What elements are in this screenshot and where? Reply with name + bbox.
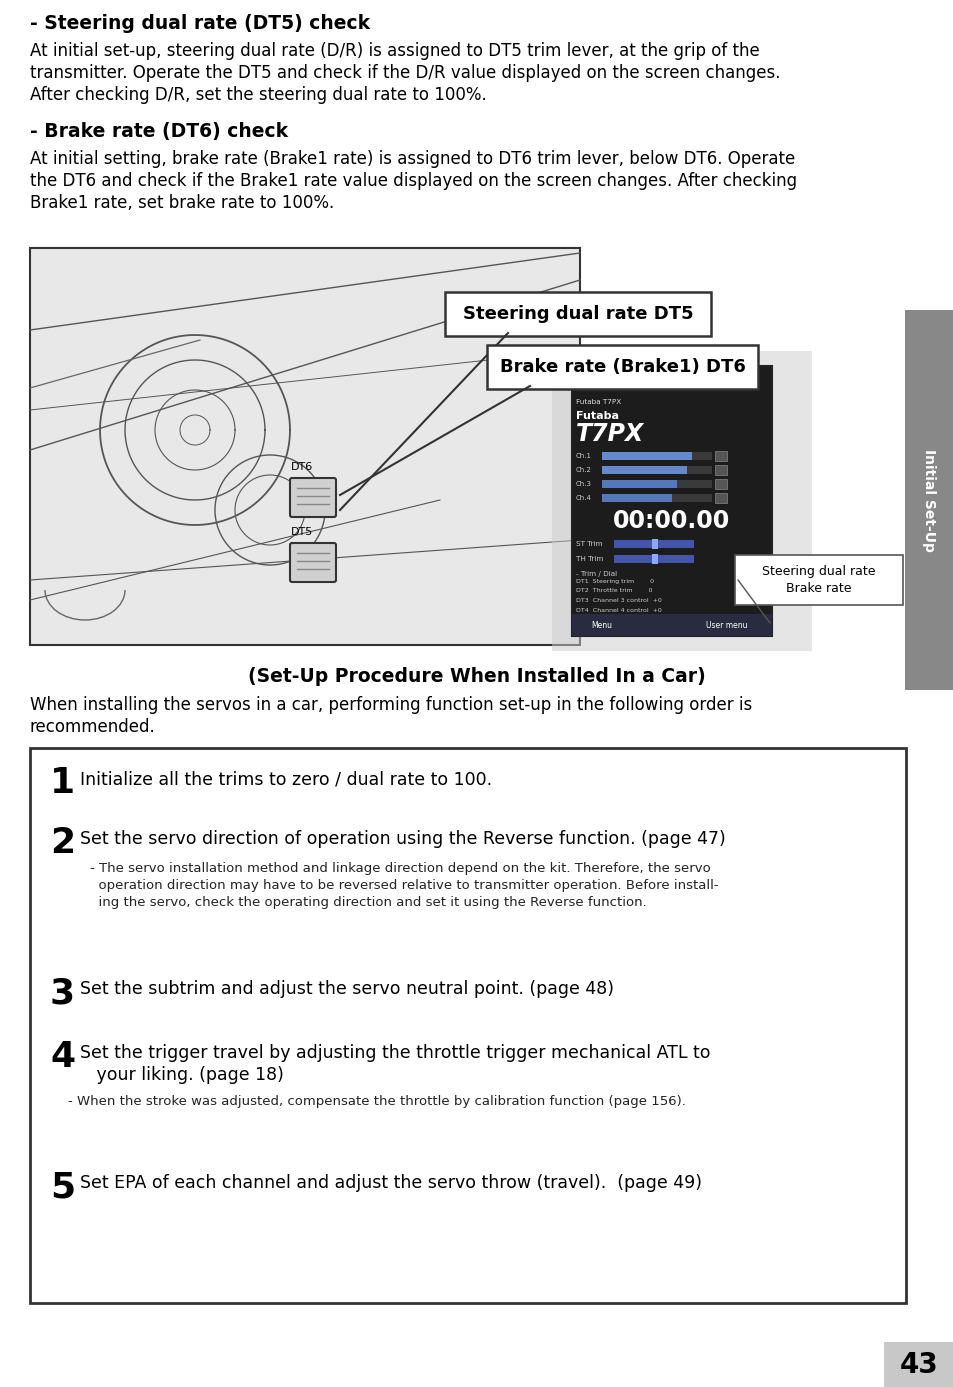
Text: User menu: User menu bbox=[705, 620, 747, 630]
FancyBboxPatch shape bbox=[486, 345, 758, 388]
FancyBboxPatch shape bbox=[30, 248, 579, 645]
Text: (Set-Up Procedure When Installed In a Car): (Set-Up Procedure When Installed In a Ca… bbox=[248, 667, 705, 687]
FancyBboxPatch shape bbox=[601, 494, 671, 502]
Text: When installing the servos in a car, performing function set-up in the following: When installing the servos in a car, per… bbox=[30, 696, 752, 714]
FancyBboxPatch shape bbox=[714, 451, 726, 460]
Text: Steering dual rate DT5: Steering dual rate DT5 bbox=[462, 305, 693, 323]
FancyBboxPatch shape bbox=[601, 480, 711, 488]
Text: 1   Model 1: 1 Model 1 bbox=[576, 386, 616, 391]
Text: Set the subtrim and adjust the servo neutral point. (page 48): Set the subtrim and adjust the servo neu… bbox=[80, 981, 614, 999]
Text: Initial Set-Up: Initial Set-Up bbox=[922, 448, 936, 552]
Text: T-FH55 SR    16:59: T-FH55 SR 16:59 bbox=[576, 373, 642, 379]
Text: Ch.4: Ch.4 bbox=[576, 495, 591, 501]
Text: recommended.: recommended. bbox=[30, 718, 155, 736]
Text: Set the trigger travel by adjusting the throttle trigger mechanical ATL to: Set the trigger travel by adjusting the … bbox=[80, 1044, 710, 1062]
Text: At initial setting, brake rate (Brake1 rate) is assigned to DT6 trim lever, belo: At initial setting, brake rate (Brake1 r… bbox=[30, 150, 795, 168]
Text: - Brake rate (DT6) check: - Brake rate (DT6) check bbox=[30, 122, 288, 141]
Text: DT1  Steering trim        0: DT1 Steering trim 0 bbox=[576, 578, 654, 584]
Text: Steering dual rate: Steering dual rate bbox=[761, 565, 875, 577]
Text: - Trim / Dial: - Trim / Dial bbox=[576, 571, 617, 577]
FancyBboxPatch shape bbox=[714, 479, 726, 490]
FancyBboxPatch shape bbox=[290, 479, 335, 517]
Text: DT3  Channel 3 control  +0: DT3 Channel 3 control +0 bbox=[576, 599, 661, 603]
Text: 00:00.00: 00:00.00 bbox=[613, 509, 730, 533]
FancyBboxPatch shape bbox=[883, 1343, 953, 1387]
Text: 1: 1 bbox=[50, 766, 75, 800]
Text: Brake rate (Brake1) DT6: Brake rate (Brake1) DT6 bbox=[499, 358, 744, 376]
Text: DT4  Channel 4 control  +0: DT4 Channel 4 control +0 bbox=[576, 609, 661, 613]
Text: Menu: Menu bbox=[591, 620, 612, 630]
Text: 6.8V: 6.8V bbox=[731, 373, 748, 379]
Text: Set the servo direction of operation using the Reverse function. (page 47): Set the servo direction of operation usi… bbox=[80, 829, 725, 847]
Text: the DT6 and check if the Brake1 rate value displayed on the screen changes. Afte: the DT6 and check if the Brake1 rate val… bbox=[30, 172, 797, 190]
Text: Futaba: Futaba bbox=[576, 411, 618, 422]
FancyBboxPatch shape bbox=[734, 555, 902, 605]
FancyBboxPatch shape bbox=[572, 614, 771, 637]
Text: DT6: DT6 bbox=[291, 462, 313, 472]
Text: - When the stroke was adjusted, compensate the throttle by calibration function : - When the stroke was adjusted, compensa… bbox=[68, 1094, 685, 1108]
FancyBboxPatch shape bbox=[614, 540, 693, 548]
Text: Set EPA of each channel and adjust the servo throw (travel).  (page 49): Set EPA of each channel and adjust the s… bbox=[80, 1173, 701, 1191]
Text: TH Trim: TH Trim bbox=[576, 556, 602, 562]
Text: Brake1 rate, set brake rate to 100%.: Brake1 rate, set brake rate to 100%. bbox=[30, 194, 334, 212]
FancyBboxPatch shape bbox=[601, 480, 677, 488]
FancyBboxPatch shape bbox=[714, 492, 726, 503]
FancyBboxPatch shape bbox=[714, 465, 726, 474]
FancyBboxPatch shape bbox=[444, 293, 710, 336]
FancyBboxPatch shape bbox=[601, 494, 711, 502]
Text: Ch.3: Ch.3 bbox=[576, 481, 592, 487]
Text: At initial set-up, steering dual rate (D/R) is assigned to DT5 trim lever, at th: At initial set-up, steering dual rate (D… bbox=[30, 42, 759, 60]
FancyBboxPatch shape bbox=[30, 748, 905, 1302]
FancyBboxPatch shape bbox=[601, 466, 711, 474]
Text: DT2  Throttle trim        0: DT2 Throttle trim 0 bbox=[576, 588, 652, 594]
FancyBboxPatch shape bbox=[651, 553, 658, 565]
FancyBboxPatch shape bbox=[601, 466, 686, 474]
FancyBboxPatch shape bbox=[651, 540, 658, 549]
Text: Futaba T7PX: Futaba T7PX bbox=[576, 399, 620, 405]
FancyBboxPatch shape bbox=[614, 555, 693, 563]
FancyBboxPatch shape bbox=[601, 452, 691, 460]
Text: your liking. (page 18): your liking. (page 18) bbox=[80, 1067, 284, 1085]
FancyBboxPatch shape bbox=[572, 366, 771, 637]
FancyBboxPatch shape bbox=[904, 311, 953, 689]
Text: 2: 2 bbox=[50, 827, 75, 860]
Text: DT5: DT5 bbox=[291, 527, 313, 537]
Text: ST Trim: ST Trim bbox=[576, 541, 602, 546]
Text: Brake rate: Brake rate bbox=[785, 581, 851, 595]
Text: transmitter. Operate the DT5 and check if the D/R value displayed on the screen : transmitter. Operate the DT5 and check i… bbox=[30, 64, 780, 82]
Text: - The servo installation method and linkage direction depend on the kit. Therefo: - The servo installation method and link… bbox=[90, 861, 710, 875]
FancyBboxPatch shape bbox=[290, 542, 335, 583]
Text: Ch.1: Ch.1 bbox=[576, 454, 592, 459]
Text: 3: 3 bbox=[50, 976, 75, 1010]
FancyBboxPatch shape bbox=[601, 452, 711, 460]
Text: 4: 4 bbox=[50, 1040, 75, 1074]
Text: 43: 43 bbox=[899, 1351, 938, 1379]
Text: operation direction may have to be reversed relative to transmitter operation. B: operation direction may have to be rever… bbox=[90, 879, 718, 892]
Text: Initialize all the trims to zero / dual rate to 100.: Initialize all the trims to zero / dual … bbox=[80, 770, 492, 788]
Text: ing the servo, check the operating direction and set it using the Reverse functi: ing the servo, check the operating direc… bbox=[90, 896, 646, 908]
Text: - Steering dual rate (DT5) check: - Steering dual rate (DT5) check bbox=[30, 14, 370, 33]
Text: After checking D/R, set the steering dual rate to 100%.: After checking D/R, set the steering dua… bbox=[30, 86, 486, 104]
Text: Ch.2: Ch.2 bbox=[576, 467, 591, 473]
Text: T7PX: T7PX bbox=[576, 422, 643, 447]
Text: 5: 5 bbox=[50, 1171, 75, 1204]
FancyBboxPatch shape bbox=[552, 351, 811, 651]
